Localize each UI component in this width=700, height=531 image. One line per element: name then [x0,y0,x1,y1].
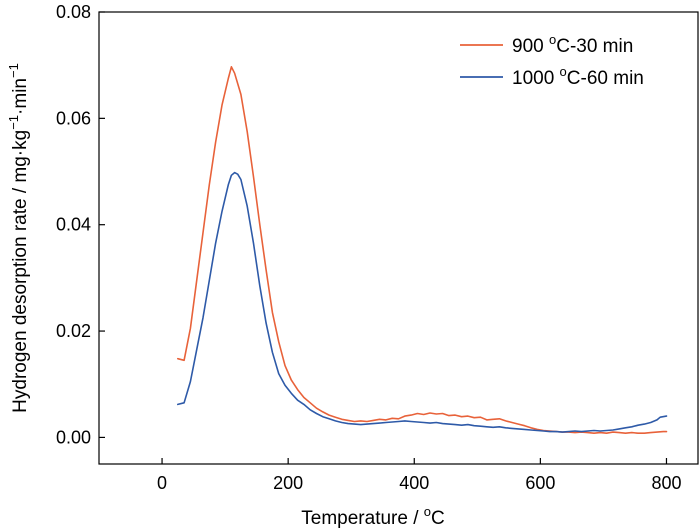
series-line-1 [177,171,668,433]
y-axis-title: Hydrogen desorption rate / mg·kg−1·min−1 [6,63,31,413]
x-tick-label: 800 [651,473,681,493]
series-layer [177,66,668,435]
series-line-0 [177,66,668,435]
legend-label-900c-30min: 900 oC-30 min [512,32,633,57]
y-tick-label: 0.02 [56,321,91,341]
legend: 900 oC-30 min 1000 oC-60 min [460,32,644,89]
x-tick-label: 600 [525,473,555,493]
x-axis-title: Temperature / oC [301,504,444,529]
x-tick-label: 0 [157,473,167,493]
x-axis-ticks: 0 200 400 600 800 [157,458,681,493]
legend-label-1000c-60min: 1000 oC-60 min [512,64,644,89]
y-tick-label: 0.00 [56,427,91,447]
plot-frame [98,11,699,465]
x-tick-label: 400 [399,473,429,493]
y-tick-label: 0.06 [56,108,91,128]
y-axis-ticks: 0.00 0.02 0.04 0.06 0.08 [56,2,105,447]
y-tick-label: 0.04 [56,215,91,235]
y-tick-label: 0.08 [56,2,91,22]
x-tick-label: 200 [273,473,303,493]
